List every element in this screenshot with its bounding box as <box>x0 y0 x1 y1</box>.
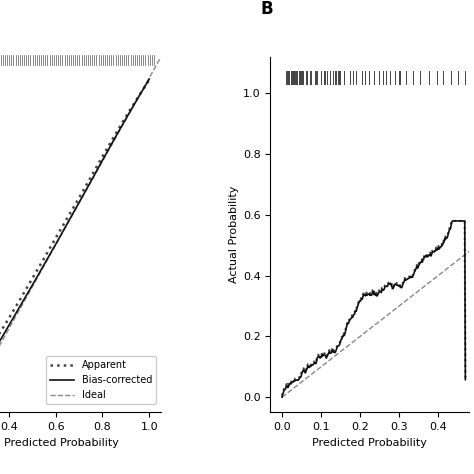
Legend: Apparent, Bias-corrected, Ideal: Apparent, Bias-corrected, Ideal <box>46 356 156 404</box>
X-axis label: Predicted Probability: Predicted Probability <box>312 438 427 447</box>
Text: B: B <box>260 0 273 18</box>
Y-axis label: Actual Probability: Actual Probability <box>229 186 239 283</box>
X-axis label: Predicted Probability: Predicted Probability <box>4 438 119 447</box>
